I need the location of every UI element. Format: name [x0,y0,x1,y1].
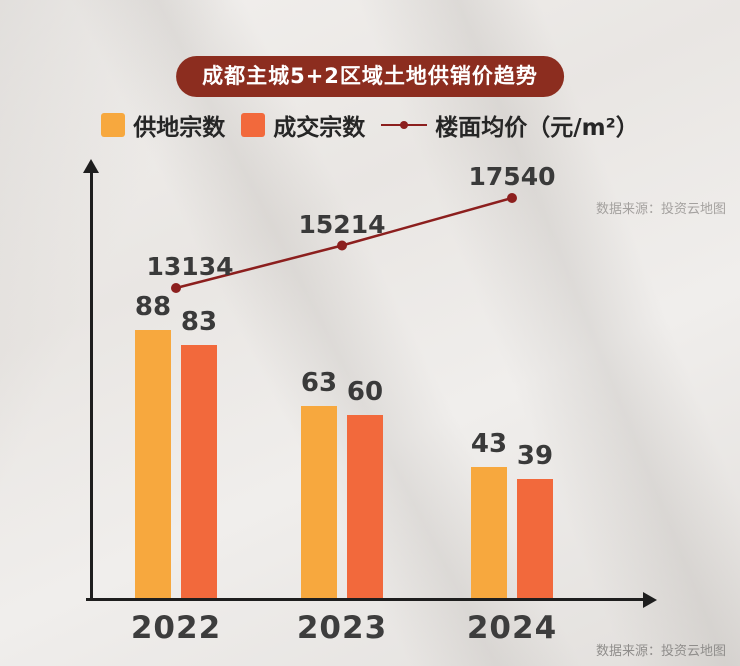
bar-supply-2022 [135,329,171,598]
legend-label-supply: 供地宗数 [133,115,226,141]
deal-swatch-icon [241,113,266,137]
legend-item-supply: 供地宗数 [101,108,225,142]
x-axis-label-2022: 2022 [130,610,222,646]
watermark-bottom: 数据来源：投资云地图 [595,644,726,659]
bar-value-label: 43 [470,428,508,459]
legend-label-price: 楼面均价（元/m²） [435,115,639,141]
bar-value-label: 63 [300,367,338,398]
bar-value-label: 88 [134,291,172,322]
x-axis-label-2024: 2024 [466,610,558,646]
price-line-dot-icon [400,121,409,129]
y-axis [83,159,99,598]
chart-title-badge: 成都主城5+2区域土地供销价趋势 [176,56,564,97]
legend: 供地宗数 成交宗数 楼面均价（元/m²） [0,108,740,142]
legend-item-price: 楼面均价（元/m²） [381,108,639,142]
bar-value-label: 83 [180,306,218,337]
bar-supply-2024 [471,466,507,598]
bar-supply-2023 [301,405,337,598]
price-line-icon [381,113,428,137]
x-axis [86,591,657,608]
y-axis-arrow-icon [83,159,99,173]
bar-deal-2022 [181,344,217,598]
x-axis-arrow-icon [643,591,657,608]
bar-deal-2024 [517,479,553,598]
legend-label-deal: 成交宗数 [273,115,366,141]
price-value-label: 15214 [298,209,386,239]
bar-value-label: 39 [516,441,554,472]
bar-deal-2023 [347,415,383,598]
legend-item-deal: 成交宗数 [241,108,365,142]
x-axis-label-2023: 2023 [296,610,388,646]
price-point [337,240,347,251]
price-value-label: 13134 [146,252,234,281]
supply-swatch-icon [101,113,126,137]
bar-value-label: 60 [346,377,384,407]
price-point [507,193,517,203]
watermark-top: 数据来源：投资云地图 [595,202,726,217]
price-point [171,283,181,293]
price-value-label: 17540 [468,162,556,191]
chart-title: 成都主城5+2区域土地供销价趋势 [202,64,538,88]
